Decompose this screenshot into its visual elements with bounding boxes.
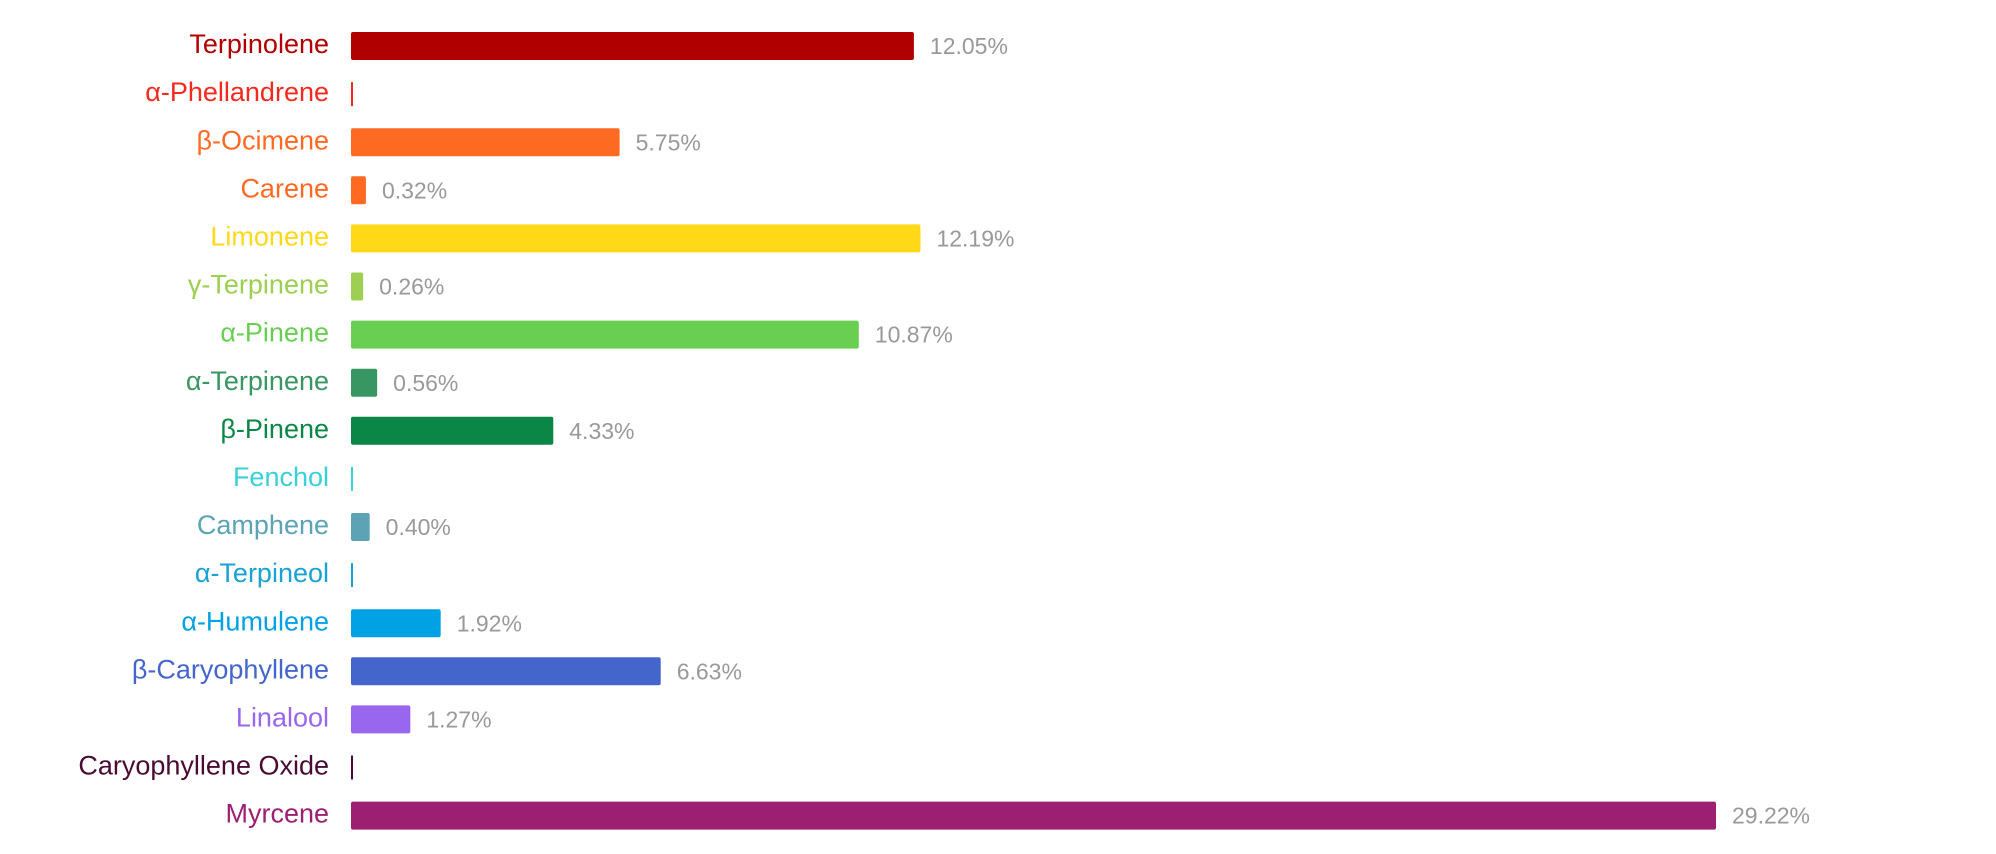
value-label: 0.32% — [382, 177, 447, 203]
bar — [351, 609, 441, 638]
category-label: Terpinolene — [189, 29, 329, 59]
value-label: 5.75% — [636, 129, 701, 155]
bar — [351, 32, 914, 60]
bar — [351, 176, 366, 205]
bar — [351, 128, 620, 157]
category-label: α-Pinene — [220, 318, 329, 348]
bar — [351, 320, 859, 349]
value-label: 0.56% — [393, 370, 458, 396]
value-label: 1.27% — [426, 706, 491, 732]
category-label: γ-Terpinene — [188, 270, 329, 300]
category-label: α-Terpineol — [195, 558, 329, 588]
category-label: β-Caryophyllene — [132, 654, 329, 684]
value-label: 0.40% — [386, 514, 451, 540]
category-label: α-Phellandrene — [145, 77, 329, 107]
value-label: 29.22% — [1732, 803, 1810, 829]
bar — [351, 657, 661, 686]
value-label: 12.05% — [930, 33, 1008, 59]
value-label: 0.26% — [379, 274, 444, 300]
category-label: Caryophyllene Oxide — [78, 751, 329, 781]
category-label: Camphene — [197, 510, 329, 540]
bar — [351, 368, 378, 397]
category-label: Carene — [240, 173, 329, 203]
value-label: 10.87% — [875, 322, 953, 348]
category-label: Myrcene — [225, 799, 329, 829]
category-label: α-Humulene — [181, 606, 329, 636]
category-label: Limonene — [210, 222, 329, 252]
bar — [351, 513, 370, 541]
bar — [351, 801, 1716, 830]
value-label: 1.92% — [457, 610, 522, 636]
category-label: β-Ocimene — [196, 125, 329, 155]
category-label: β-Pinene — [220, 414, 329, 444]
bar — [351, 272, 364, 301]
category-label: Linalool — [236, 703, 329, 733]
bar — [351, 705, 411, 734]
category-label: Fenchol — [233, 462, 329, 492]
value-label: 6.63% — [677, 658, 742, 684]
bar — [351, 416, 554, 445]
value-label: 4.33% — [569, 418, 634, 444]
value-label: 12.19% — [936, 225, 1014, 251]
bar — [351, 224, 921, 253]
category-label: α-Terpinene — [186, 366, 329, 396]
